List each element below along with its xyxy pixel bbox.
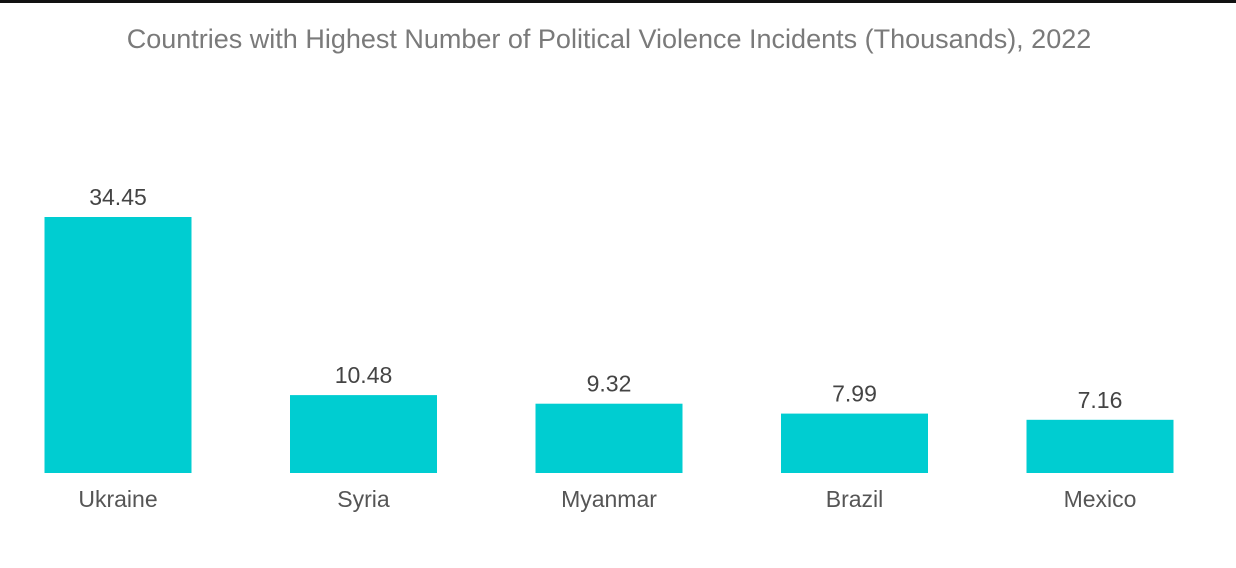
x-tick-label-myanmar: Myanmar [561,486,657,512]
chart-title: Countries with Highest Number of Politic… [126,24,1092,54]
value-label-myanmar: 9.32 [587,371,632,397]
bar-myanmar [535,403,683,473]
x-tick-label-ukraine: Ukraine [78,486,157,512]
top-border [0,0,1236,3]
bar-mexico [1026,419,1174,473]
x-tick-label-mexico: Mexico [1064,486,1137,512]
value-label-mexico: 7.16 [1078,387,1123,413]
value-label-syria: 10.48 [335,362,393,388]
x-axis-tick-labels: Ukraine Syria Myanmar Brazil Mexico [78,486,1136,512]
bar-ukraine [44,217,192,473]
bar-syria [290,395,437,473]
x-tick-label-syria: Syria [337,486,390,512]
value-labels-group: 34.45 10.48 9.32 7.99 7.16 [89,184,1122,413]
value-label-brazil: 7.99 [832,381,877,407]
bars-group [44,217,1174,473]
bar-brazil [781,413,928,473]
value-label-ukraine: 34.45 [89,184,147,210]
x-tick-label-brazil: Brazil [826,486,884,512]
